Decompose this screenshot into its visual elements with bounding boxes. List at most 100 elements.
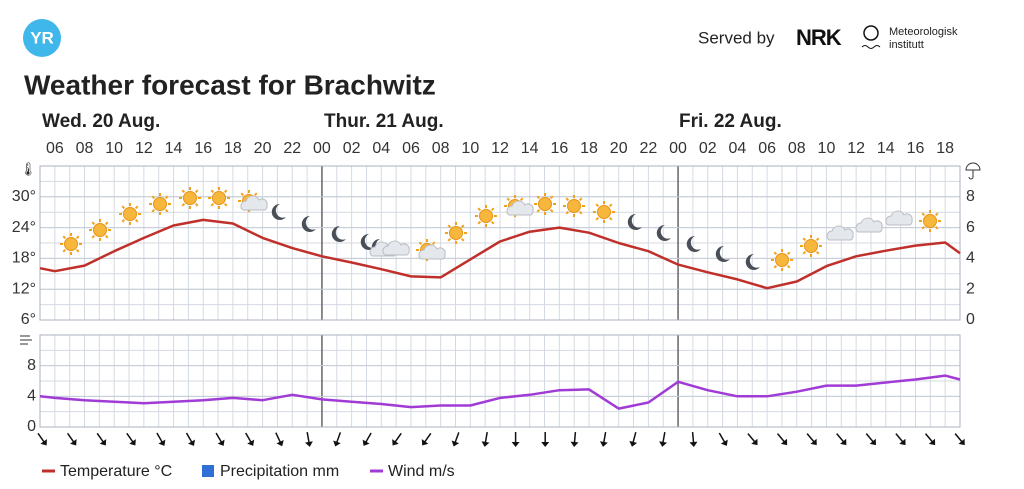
sun-icon <box>60 233 82 255</box>
sun-ray <box>151 195 156 200</box>
sun-ray <box>549 208 554 213</box>
x-tick-label: 00 <box>313 140 331 157</box>
y-tick-label: 12° <box>12 280 36 297</box>
arrow-head <box>99 439 107 446</box>
sun-icon <box>475 205 497 227</box>
day-label: Thur. 21 Aug. <box>324 111 444 132</box>
x-tick-label: 16 <box>550 140 568 157</box>
sun-ray <box>181 202 186 207</box>
wind-arrow <box>392 432 402 446</box>
arrow-head <box>129 439 136 446</box>
sun-icon <box>208 187 230 209</box>
wind-arrow <box>66 432 77 446</box>
moon-icon <box>271 203 286 220</box>
cloud-icon <box>855 217 883 233</box>
wind-arrow <box>126 432 136 446</box>
arrow-head <box>158 439 166 446</box>
x-tick-label: 06 <box>46 140 64 157</box>
x-tick-label: 22 <box>639 140 657 157</box>
arrow-head <box>541 442 550 447</box>
sun-icon <box>119 203 141 225</box>
series-line <box>39 218 961 290</box>
x-tick-label: 04 <box>729 140 747 157</box>
legend-swatch <box>202 465 214 477</box>
arrow-head <box>899 438 906 446</box>
sun-icon <box>800 235 822 257</box>
met-text: Meteorologisk <box>889 26 958 38</box>
x-tick-label: 14 <box>521 140 539 157</box>
sun-ray <box>934 225 939 230</box>
arrow-head <box>392 439 399 446</box>
wind-arrow <box>215 432 225 446</box>
wind-arrow <box>806 433 817 446</box>
arrow-head <box>451 440 460 447</box>
x-tick-label: 12 <box>847 140 865 157</box>
umbrella-icon <box>965 162 981 180</box>
wind-arrow <box>865 433 876 446</box>
sun-disc <box>64 237 78 251</box>
arrow-head <box>751 438 758 446</box>
wind-arrow <box>245 432 255 446</box>
cloud-icon <box>382 240 410 256</box>
wind-arrow <box>451 432 460 447</box>
arrow-head <box>958 438 965 446</box>
x-tick-label: 18 <box>580 140 598 157</box>
sun-ray <box>223 189 228 194</box>
sun-ray <box>75 235 80 240</box>
wind-arrow <box>954 433 965 446</box>
wind-arrow <box>362 432 372 446</box>
sun-ray <box>460 237 465 242</box>
sun-ray <box>578 197 583 202</box>
wind-arrow <box>924 433 936 446</box>
sun-disc <box>597 205 611 219</box>
x-tick-label: 18 <box>936 140 954 157</box>
sun-ray <box>223 202 228 207</box>
plot-frame <box>39 334 961 428</box>
sun-icon <box>534 193 556 215</box>
arrow-head <box>511 442 520 447</box>
sun-ray <box>240 192 245 197</box>
arrow-head <box>659 441 668 447</box>
sun-ray <box>595 216 600 221</box>
wind-arrow <box>37 432 47 446</box>
y-tick-label: 30° <box>12 188 36 205</box>
x-tick-label: 02 <box>343 140 361 157</box>
sun-ray <box>62 235 67 240</box>
moon-icon <box>745 253 760 270</box>
sun-ray <box>253 192 258 197</box>
arrow-head <box>70 439 77 446</box>
y2-tick-label: 0 <box>966 311 975 328</box>
arrow-head <box>217 439 225 446</box>
wind-arrow <box>541 432 550 447</box>
arrow-head <box>362 439 370 446</box>
sun-ray <box>578 210 583 215</box>
arrow-head <box>689 441 698 447</box>
sun-icon <box>771 249 793 271</box>
arrow-head <box>599 441 608 447</box>
sun-disc <box>183 191 197 205</box>
sun-disc <box>775 253 789 267</box>
y2-tick-label: 8 <box>966 188 975 205</box>
cloud-icon <box>885 210 913 226</box>
wind-arrow <box>689 431 698 447</box>
title: Weather forecast for Brachwitz <box>24 69 436 100</box>
sun-ray <box>921 225 926 230</box>
arrow-head <box>810 438 817 446</box>
sun-disc <box>538 197 552 211</box>
x-tick-label: 16 <box>907 140 925 157</box>
x-tick-label: 02 <box>699 140 717 157</box>
sun-ray <box>210 202 215 207</box>
sun-ray <box>934 212 939 217</box>
sun-disc <box>804 239 818 253</box>
y2-tick-label: 4 <box>966 250 975 267</box>
sun-disc <box>123 207 137 221</box>
x-tick-label: 16 <box>194 140 212 157</box>
plot-frame <box>39 165 961 321</box>
wind-arrow <box>511 432 520 447</box>
moon-icon <box>656 224 671 241</box>
wind-arrow <box>96 432 107 446</box>
x-tick-label: 06 <box>758 140 776 157</box>
wind-icon <box>20 335 32 345</box>
y-tick-label: 4 <box>27 388 36 405</box>
